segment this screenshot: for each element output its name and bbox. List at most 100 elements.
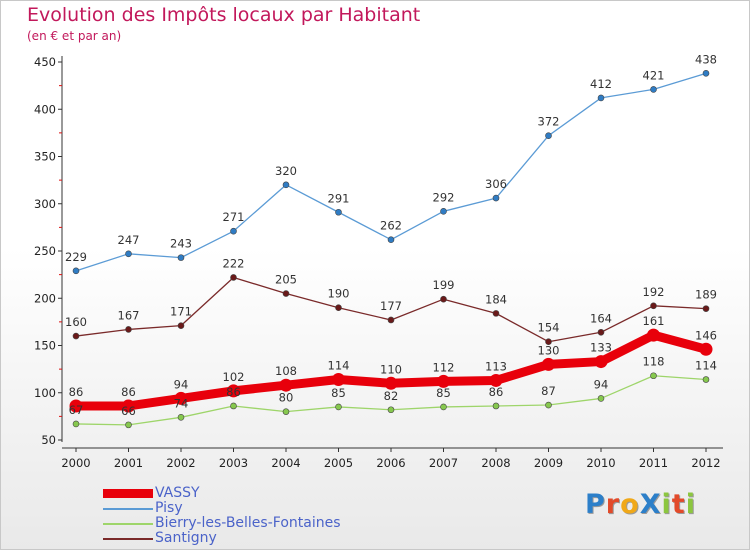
data-label-vassy: 130 <box>538 343 560 357</box>
data-label-vassy: 86 <box>121 385 136 399</box>
data-label-santigny: 192 <box>643 285 665 299</box>
data-point-santigny <box>230 274 237 281</box>
data-label-bierry-les-belles-fontaines: 82 <box>384 389 399 403</box>
data-point-bierry-les-belles-fontaines <box>440 403 447 411</box>
data-point-vassy <box>437 374 450 388</box>
data-point-bierry-les-belles-fontaines <box>230 402 237 410</box>
logo-letter: i <box>685 489 696 520</box>
data-point-bierry-les-belles-fontaines <box>702 376 710 383</box>
data-label-vassy: 102 <box>223 370 245 384</box>
x-tick-label: 2006 <box>376 456 405 470</box>
data-point-pisy <box>230 227 237 235</box>
data-label-pisy: 262 <box>380 219 402 233</box>
logo-letter: t <box>671 489 686 520</box>
data-label-pisy: 306 <box>485 177 507 191</box>
data-point-santigny <box>177 322 185 329</box>
data-label-vassy: 86 <box>69 385 84 399</box>
data-label-vassy: 146 <box>695 328 717 342</box>
data-point-bierry-les-belles-fontaines <box>282 408 290 415</box>
data-point-santigny <box>387 316 395 324</box>
logo-letter: X <box>639 489 662 520</box>
data-point-santigny <box>335 304 342 312</box>
data-label-bierry-les-belles-fontaines: 114 <box>695 359 717 373</box>
data-label-pisy: 291 <box>328 191 350 205</box>
chart-axes: 50 100 150 200 250 300 350 400 450 2000 2001 2002 20… <box>34 55 723 470</box>
data-point-pisy <box>72 267 80 275</box>
legend-swatch-bierry <box>103 522 153 525</box>
data-label-pisy: 247 <box>118 233 140 247</box>
data-label-bierry-les-belles-fontaines: 118 <box>643 355 665 369</box>
x-tick-label: 2007 <box>429 456 458 470</box>
data-point-pisy <box>387 236 395 243</box>
legend-swatch-vassy <box>103 489 153 498</box>
data-label-pisy: 421 <box>643 68 665 82</box>
data-point-vassy <box>647 328 660 342</box>
data-point-santigny <box>282 290 290 297</box>
data-point-vassy <box>174 391 188 405</box>
data-label-santigny: 184 <box>485 292 507 306</box>
data-label-bierry-les-belles-fontaines: 87 <box>541 384 556 398</box>
logo-letter: r <box>605 489 621 520</box>
data-label-pisy: 320 <box>275 164 297 178</box>
data-label-vassy: 108 <box>275 364 297 378</box>
data-point-bierry-les-belles-fontaines <box>335 403 342 411</box>
data-point-bierry-les-belles-fontaines <box>125 421 132 429</box>
y-tick-label: 350 <box>34 150 56 164</box>
data-label-santigny: 160 <box>65 315 87 329</box>
legend-item-pisy: Pisy <box>103 501 341 516</box>
data-point-pisy <box>597 94 605 102</box>
data-label-santigny: 154 <box>538 321 560 335</box>
data-label-santigny: 177 <box>380 299 402 313</box>
data-point-vassy <box>594 355 608 369</box>
data-label-santigny: 167 <box>118 308 140 322</box>
data-label-vassy: 113 <box>485 359 507 373</box>
data-point-pisy <box>335 208 342 216</box>
data-label-bierry-les-belles-fontaines: 86 <box>226 385 241 399</box>
data-label-santigny: 189 <box>695 288 717 302</box>
data-label-santigny: 171 <box>170 305 192 319</box>
data-point-pisy <box>125 250 132 258</box>
logo-letter: P <box>585 489 606 520</box>
data-point-bierry-les-belles-fontaines <box>545 401 552 409</box>
data-label-pisy: 438 <box>695 52 717 66</box>
data-point-santigny <box>545 338 552 346</box>
data-point-pisy <box>650 86 657 93</box>
y-tick-label: 300 <box>34 197 56 211</box>
data-point-vassy <box>542 357 555 371</box>
x-tick-label: 2004 <box>271 456 300 470</box>
data-point-vassy <box>69 399 83 413</box>
data-point-pisy <box>545 132 552 140</box>
data-label-vassy: 110 <box>380 362 402 376</box>
legend-label-santigny: Santigny <box>155 530 217 546</box>
data-point-santigny <box>492 310 500 317</box>
data-point-vassy <box>699 342 713 356</box>
data-label-pisy: 243 <box>170 237 192 251</box>
data-point-vassy <box>489 373 503 387</box>
y-tick-label: 250 <box>34 244 56 258</box>
y-tick-label: 450 <box>34 55 56 69</box>
data-point-santigny <box>650 302 657 310</box>
x-tick-label: 2011 <box>639 456 668 470</box>
data-label-santigny: 205 <box>275 273 297 287</box>
data-label-santigny: 164 <box>590 311 612 325</box>
data-point-bierry-les-belles-fontaines <box>492 402 500 410</box>
data-label-bierry-les-belles-fontaines: 94 <box>594 377 609 391</box>
x-tick-label: 2000 <box>61 456 90 470</box>
data-label-bierry-les-belles-fontaines: 66 <box>121 404 136 418</box>
data-label-pisy: 271 <box>223 210 245 224</box>
data-label-bierry-les-belles-fontaines: 67 <box>69 403 84 417</box>
data-label-santigny: 190 <box>328 287 350 301</box>
data-point-vassy <box>384 376 398 390</box>
y-tick-label: 200 <box>34 291 56 305</box>
x-tick-label: 2005 <box>324 456 353 470</box>
data-label-vassy: 94 <box>174 377 189 391</box>
data-label-pisy: 292 <box>433 190 455 204</box>
legend-swatch-santigny <box>103 537 153 540</box>
data-label-bierry-les-belles-fontaines: 80 <box>279 391 294 405</box>
data-label-bierry-les-belles-fontaines: 85 <box>436 386 451 400</box>
series-markers <box>69 70 713 429</box>
legend-label-pisy: Pisy <box>155 500 183 516</box>
data-point-vassy <box>122 399 135 413</box>
data-point-vassy <box>279 378 293 392</box>
data-point-bierry-les-belles-fontaines <box>650 372 657 380</box>
